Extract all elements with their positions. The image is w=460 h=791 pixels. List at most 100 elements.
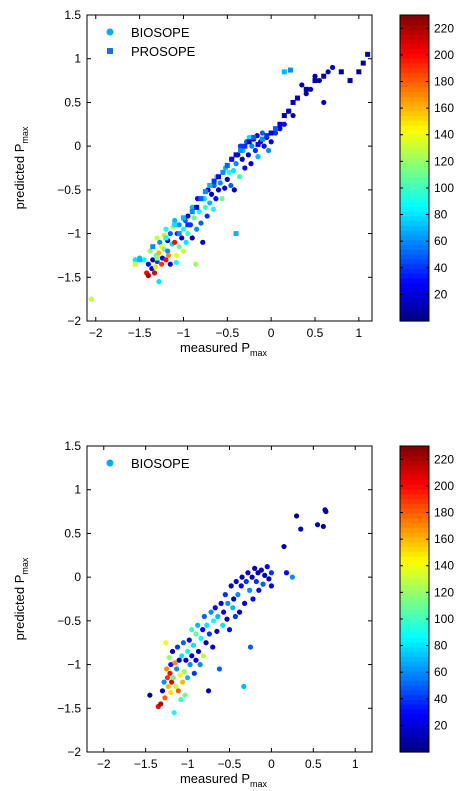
y-tick-label: −2 <box>67 745 81 759</box>
colorbar-tick-label: 220 <box>434 21 454 35</box>
data-point-circle <box>200 239 206 245</box>
data-point-circle <box>173 259 180 266</box>
colorbar-swatch <box>400 43 429 50</box>
data-point-circle <box>185 213 191 219</box>
data-point-circle <box>225 600 231 606</box>
y-tick-label: −0.5 <box>57 614 81 628</box>
data-point-circle <box>158 701 164 707</box>
data-point-circle <box>249 143 255 149</box>
data-point-square <box>202 189 208 195</box>
data-point-circle <box>281 121 287 127</box>
y-tick-label: −1 <box>67 658 81 672</box>
data-point-circle <box>189 235 195 241</box>
colorbar-swatch <box>400 541 429 548</box>
colorbar-swatch <box>400 465 429 471</box>
data-point-circle <box>210 206 216 212</box>
data-point-circle <box>226 627 233 633</box>
y-tick-label: −0.5 <box>57 183 81 197</box>
colorbar-swatch <box>400 172 429 179</box>
data-point-circle <box>235 592 241 598</box>
colorbar-swatch <box>400 498 429 504</box>
data-point-circle <box>165 248 171 254</box>
colorbar-swatch <box>400 656 429 662</box>
data-point-circle <box>203 640 209 646</box>
x-tick-label: 0.5 <box>305 757 322 771</box>
data-point-circle <box>224 616 230 622</box>
colorbar-swatch <box>400 732 429 739</box>
data-point-circle <box>226 169 232 175</box>
data-point-square <box>172 222 178 228</box>
data-point-circle <box>289 574 295 580</box>
colorbar-tick-label: 100 <box>434 181 454 195</box>
colorbar-swatch <box>400 594 429 600</box>
axes: −2 −1.5 −1 −0.5 0 0.5 1 −2 −1.5 −1 −0.5 0 0.5 1 1.5 <box>57 8 372 340</box>
data-point-circle <box>176 657 182 663</box>
colorbar-swatch <box>400 124 429 131</box>
data-point-circle <box>206 631 212 637</box>
data-point-circle <box>222 592 228 598</box>
data-point-circle <box>204 622 210 628</box>
data-point-circle <box>233 161 239 167</box>
data-point-circle <box>196 209 202 215</box>
data-point-square <box>229 156 235 162</box>
data-point-circle <box>182 692 188 698</box>
data-point-circle <box>213 196 219 202</box>
legend-marker-circle <box>106 459 114 467</box>
colorbar-tick-label: 60 <box>434 234 448 248</box>
colorbar-swatch <box>400 723 429 729</box>
colorbar-swatch <box>400 584 429 591</box>
data-point-circle <box>179 679 186 685</box>
data-point-circle <box>88 296 94 302</box>
data-point-circle <box>163 257 169 263</box>
colorbar-swatch <box>400 708 429 715</box>
x-tick-label: −1 <box>181 757 195 771</box>
data-point-circle <box>230 168 237 174</box>
colorbar-swatch <box>400 182 429 188</box>
colorbar-swatch <box>400 737 429 744</box>
colorbar-swatch <box>400 306 429 313</box>
colorbar: 20 40 60 80 100 120 140 160 180 200 220 <box>399 14 454 322</box>
colorbar-swatch <box>400 258 429 265</box>
x-tick-label: −1.5 <box>134 757 158 771</box>
x-tick-label: 1 <box>352 757 359 771</box>
colorbar-tick-label: 40 <box>434 261 448 275</box>
data-points <box>147 507 329 716</box>
colorbar-swatch <box>400 579 429 586</box>
colorbar-swatch <box>400 15 429 21</box>
data-point-square <box>233 231 239 237</box>
data-point-circle <box>308 86 314 92</box>
colorbar-swatch <box>400 446 429 452</box>
plot-frame <box>86 14 373 322</box>
data-point-circle <box>247 587 253 593</box>
colorbar-swatch <box>400 618 429 624</box>
data-point-circle <box>193 261 199 267</box>
colorbar-swatch <box>400 713 429 720</box>
data-point-circle <box>239 574 245 580</box>
data-point-square <box>277 121 283 127</box>
colorbar-swatch <box>400 148 429 155</box>
colorbar-swatch <box>400 254 429 260</box>
data-point-circle <box>171 710 177 716</box>
colorbar-swatch <box>400 508 429 514</box>
data-point-square <box>180 215 186 221</box>
data-point-circle <box>245 570 251 576</box>
data-point-circle <box>179 653 185 659</box>
data-point-circle <box>151 270 158 276</box>
legend-marker-square <box>107 48 113 54</box>
data-point-circle <box>202 204 208 210</box>
data-point-circle <box>189 627 195 633</box>
data-point-square <box>303 86 309 92</box>
data-point-circle <box>212 605 218 611</box>
y-tick-label: −1.5 <box>57 270 81 284</box>
data-point-circle <box>264 564 270 570</box>
colorbar-swatch <box>400 120 429 126</box>
data-point-circle <box>164 666 170 672</box>
data-point-circle <box>314 522 321 528</box>
data-point-square <box>281 113 287 119</box>
colorbar-swatch <box>400 101 429 107</box>
data-point-circle <box>293 513 300 519</box>
data-point-circle <box>169 679 175 685</box>
colorbar-swatch <box>400 144 429 150</box>
data-point-circle <box>241 683 247 690</box>
colorbar-swatch <box>400 311 429 317</box>
